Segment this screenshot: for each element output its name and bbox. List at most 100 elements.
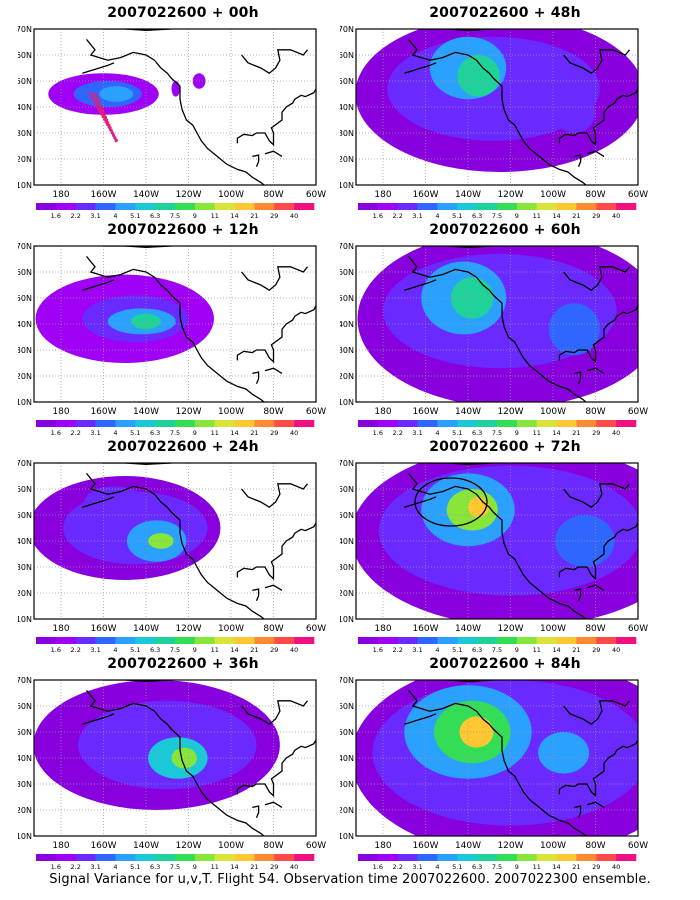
- lat-tick-label: 30N: [340, 780, 354, 789]
- colorbar-label: 3.1: [412, 863, 422, 871]
- lat-tick-label: 10N: [340, 615, 354, 624]
- lat-tick-label: 50N: [340, 728, 354, 737]
- lon-tick-label: 180: [52, 407, 69, 417]
- lon-tick-label: 100W: [218, 841, 244, 851]
- colorbar-swatch: [556, 854, 577, 861]
- colorbar-swatch: [596, 854, 617, 861]
- colorbar-label: 6.3: [472, 863, 482, 871]
- colorbar: 1.6 2.2 3.1 4 5.1 6.3 7.5 9 11 14 21 29 40: [358, 854, 637, 871]
- lat-tick-label: 20N: [340, 155, 354, 164]
- colorbar-swatch: [556, 637, 577, 644]
- lon-tick-label: 80W: [263, 407, 283, 417]
- map-panel: 2007022600 + 72h 70N 60N 50N 40N 30N 20N 10N 180…: [340, 439, 670, 661]
- colorbar-swatch: [95, 203, 116, 210]
- colorbar-swatch: [497, 637, 518, 644]
- colorbar-swatch: [377, 420, 399, 427]
- colorbar-swatch: [596, 637, 617, 644]
- colorbar-swatch: [234, 637, 255, 644]
- panel-title: 2007022600 + 60h: [429, 222, 581, 238]
- lat-tick-label: 50N: [18, 511, 32, 520]
- colorbar-swatch: [95, 637, 116, 644]
- panel-title: 2007022600 + 24h: [107, 439, 259, 455]
- lon-tick-label: 60W: [306, 190, 326, 200]
- colorbar-label: 14: [552, 212, 560, 220]
- colorbar-swatch: [497, 420, 518, 427]
- colorbar-label: 5.1: [130, 212, 140, 220]
- colorbar-swatch: [616, 637, 637, 644]
- colorbar-label: 1.6: [373, 863, 383, 871]
- variance-field: [34, 246, 316, 402]
- colorbar-label: 3.1: [90, 863, 100, 871]
- colorbar-swatch: [214, 203, 235, 210]
- colorbar-label: 40: [290, 863, 298, 871]
- lat-tick-label: 20N: [18, 372, 32, 381]
- colorbar-swatch: [556, 420, 577, 427]
- lon-tick-label: 180: [52, 190, 69, 200]
- colorbar-label: 9: [193, 863, 197, 871]
- colorbar: 1.6 2.2 3.1 4 5.1 6.3 7.5 9 11 14 21 29 40: [358, 203, 637, 220]
- panel-title: 2007022600 + 36h: [107, 656, 259, 672]
- lat-tick-label: 60N: [340, 485, 354, 494]
- lat-tick-label: 40N: [340, 537, 354, 546]
- colorbar-swatch: [75, 420, 96, 427]
- colorbar-swatch: [254, 420, 275, 427]
- colorbar-label: 1.6: [51, 429, 61, 437]
- colorbar-label: 40: [290, 646, 298, 654]
- colorbar-swatch: [274, 637, 295, 644]
- lon-tick-label: 60W: [306, 841, 326, 851]
- lon-tick-label: 160W: [412, 624, 438, 634]
- colorbar-label: 4: [435, 646, 439, 654]
- lon-tick-label: 120W: [175, 841, 201, 851]
- lat-tick-label: 30N: [18, 563, 32, 572]
- colorbar-label: 7.5: [170, 212, 180, 220]
- lat-tick-label: 20N: [340, 589, 354, 598]
- lat-tick-label: 60N: [18, 51, 32, 60]
- colorbar-swatch: [437, 420, 458, 427]
- colorbar-label: 2.2: [393, 429, 403, 437]
- lon-tick-label: 140W: [133, 841, 159, 851]
- colorbar-label: 3.1: [412, 429, 422, 437]
- colorbar: 1.6 2.2 3.1 4 5.1 6.3 7.5 9 11 14 21 29 40: [358, 637, 637, 654]
- panel-title: 2007022600 + 72h: [429, 439, 581, 455]
- colorbar-swatch: [497, 203, 518, 210]
- lat-tick-label: 50N: [18, 294, 32, 303]
- figure-caption: Signal Variance for u,v,T. Flight 54. Ob…: [49, 872, 651, 887]
- coastlines: [404, 463, 638, 619]
- lat-tick-label: 30N: [18, 346, 32, 355]
- colorbar-swatch: [194, 420, 216, 427]
- colorbar-label: 11: [211, 646, 219, 654]
- lon-tick-label: 160W: [412, 190, 438, 200]
- colorbar-label: 3.1: [90, 429, 100, 437]
- colorbar-label: 7.5: [170, 863, 180, 871]
- colorbar-label: 2.2: [393, 863, 403, 871]
- lon-tick-label: 120W: [175, 407, 201, 417]
- colorbar-swatch: [358, 420, 379, 427]
- variance-field: [34, 463, 316, 619]
- coastlines: [404, 680, 638, 836]
- colorbar-label: 14: [230, 646, 238, 654]
- colorbar-swatch: [397, 420, 418, 427]
- lon-tick-label: 80W: [585, 624, 605, 634]
- colorbar-label: 9: [193, 646, 197, 654]
- lat-tick-label: 20N: [18, 806, 32, 815]
- colorbar-label: 21: [572, 646, 580, 654]
- colorbar-label: 21: [572, 212, 580, 220]
- colorbar-swatch: [36, 637, 57, 644]
- lon-tick-label: 80W: [585, 841, 605, 851]
- lon-tick-label: 140W: [455, 841, 481, 851]
- variance-field: [356, 246, 638, 402]
- lon-tick-label: 180: [52, 624, 69, 634]
- colorbar-swatch: [75, 854, 96, 861]
- colorbar-label: 2.2: [71, 212, 81, 220]
- lat-tick-label: 30N: [340, 563, 354, 572]
- colorbar-swatch: [135, 420, 156, 427]
- colorbar-swatch: [194, 203, 216, 210]
- colorbar-swatch: [194, 854, 216, 861]
- colorbar-label: 40: [290, 429, 298, 437]
- colorbar-swatch: [214, 854, 235, 861]
- lat-tick-label: 30N: [18, 129, 32, 138]
- lon-tick-label: 120W: [497, 190, 523, 200]
- colorbar-swatch: [294, 420, 315, 427]
- colorbar-label: 1.6: [51, 863, 61, 871]
- colorbar-label: 40: [612, 429, 620, 437]
